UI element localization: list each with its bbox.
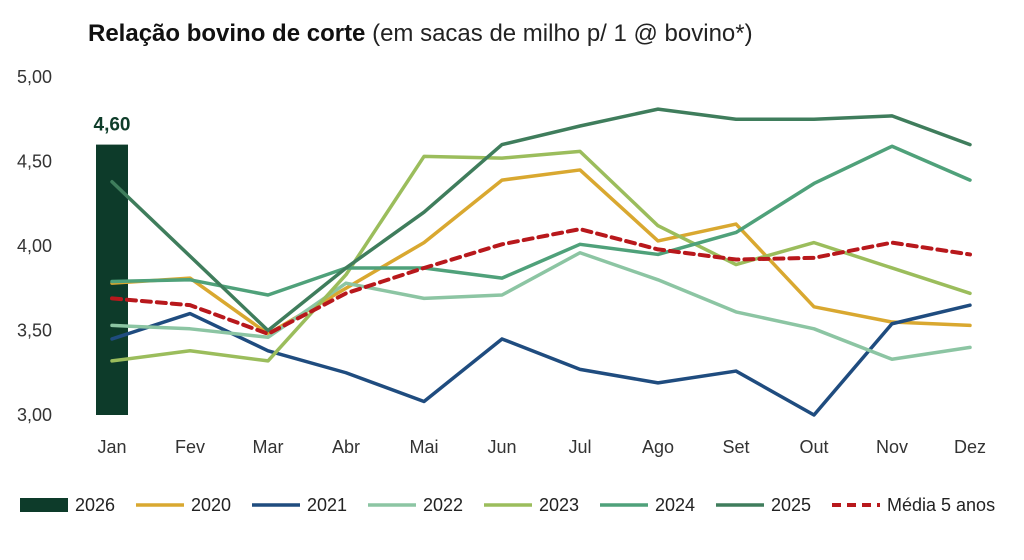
x-tick-label: Dez: [954, 437, 986, 457]
legend: 2026 2020 2021 2022 2023 2024 2025 Média 5 anos: [20, 495, 995, 515]
series-line-2020: [110, 168, 972, 336]
y-tick-label: 4,00: [17, 236, 52, 256]
chart-title: Relação bovino de corte (em sacas de mil…: [88, 20, 753, 48]
bar-series: 4,60: [94, 115, 131, 415]
y-tick-label: 3,50: [17, 321, 52, 341]
legend-label: 2023: [539, 495, 579, 515]
legend-label: 2026: [75, 495, 115, 515]
line-series: [110, 107, 972, 417]
x-tick-label: Fev: [175, 437, 205, 457]
x-tick-label: Jun: [487, 437, 516, 457]
x-tick-label: Out: [799, 437, 828, 457]
legend-item-2020: 2020: [136, 495, 231, 515]
legend-item-2023: 2023: [484, 495, 579, 515]
chart-title-main: Relação bovino de corte: [88, 20, 366, 47]
legend-item-2022: 2022: [368, 495, 463, 515]
x-tick-label: Jan: [97, 437, 126, 457]
x-tick-label: Ago: [642, 437, 674, 457]
x-tick-label: Mar: [253, 437, 284, 457]
legend-swatch: [20, 498, 68, 512]
series-line-2021: [110, 303, 972, 417]
legend-label: Média 5 anos: [887, 495, 995, 515]
series-line-2022: [110, 251, 972, 361]
y-axis: 3,00 3,50 4,00 4,50 5,00: [17, 67, 52, 425]
x-tick-label: Mai: [409, 437, 438, 457]
series-line-2024: [110, 144, 972, 297]
chart-title-sub: (em sacas de milho p/ 1 @ bovino*): [372, 20, 753, 47]
series-line-media-5-anos: [110, 227, 972, 336]
x-tick-label: Set: [722, 437, 749, 457]
legend-item-2026: 2026: [20, 495, 115, 515]
x-tick-label: Nov: [876, 437, 908, 457]
y-tick-label: 5,00: [17, 67, 52, 87]
legend-label: 2021: [307, 495, 347, 515]
legend-label: 2020: [191, 495, 231, 515]
legend-item-media-5-anos: Média 5 anos: [832, 495, 995, 515]
legend-item-2025: 2025: [716, 495, 811, 515]
legend-label: 2022: [423, 495, 463, 515]
legend-label: 2024: [655, 495, 695, 515]
series-line-2023: [110, 149, 972, 363]
x-tick-label: Abr: [332, 437, 360, 457]
y-tick-label: 4,50: [17, 152, 52, 172]
bar-data-label: 4,60: [94, 115, 131, 136]
x-axis: Jan Fev Mar Abr Mai Jun Jul Ago Set Out Nov Dez: [97, 437, 986, 457]
y-tick-label: 3,00: [17, 405, 52, 425]
x-tick-label: Jul: [568, 437, 591, 457]
legend-label: 2025: [771, 495, 811, 515]
legend-item-2024: 2024: [600, 495, 695, 515]
series-line-2025: [110, 107, 972, 333]
legend-item-2021: 2021: [252, 495, 347, 515]
